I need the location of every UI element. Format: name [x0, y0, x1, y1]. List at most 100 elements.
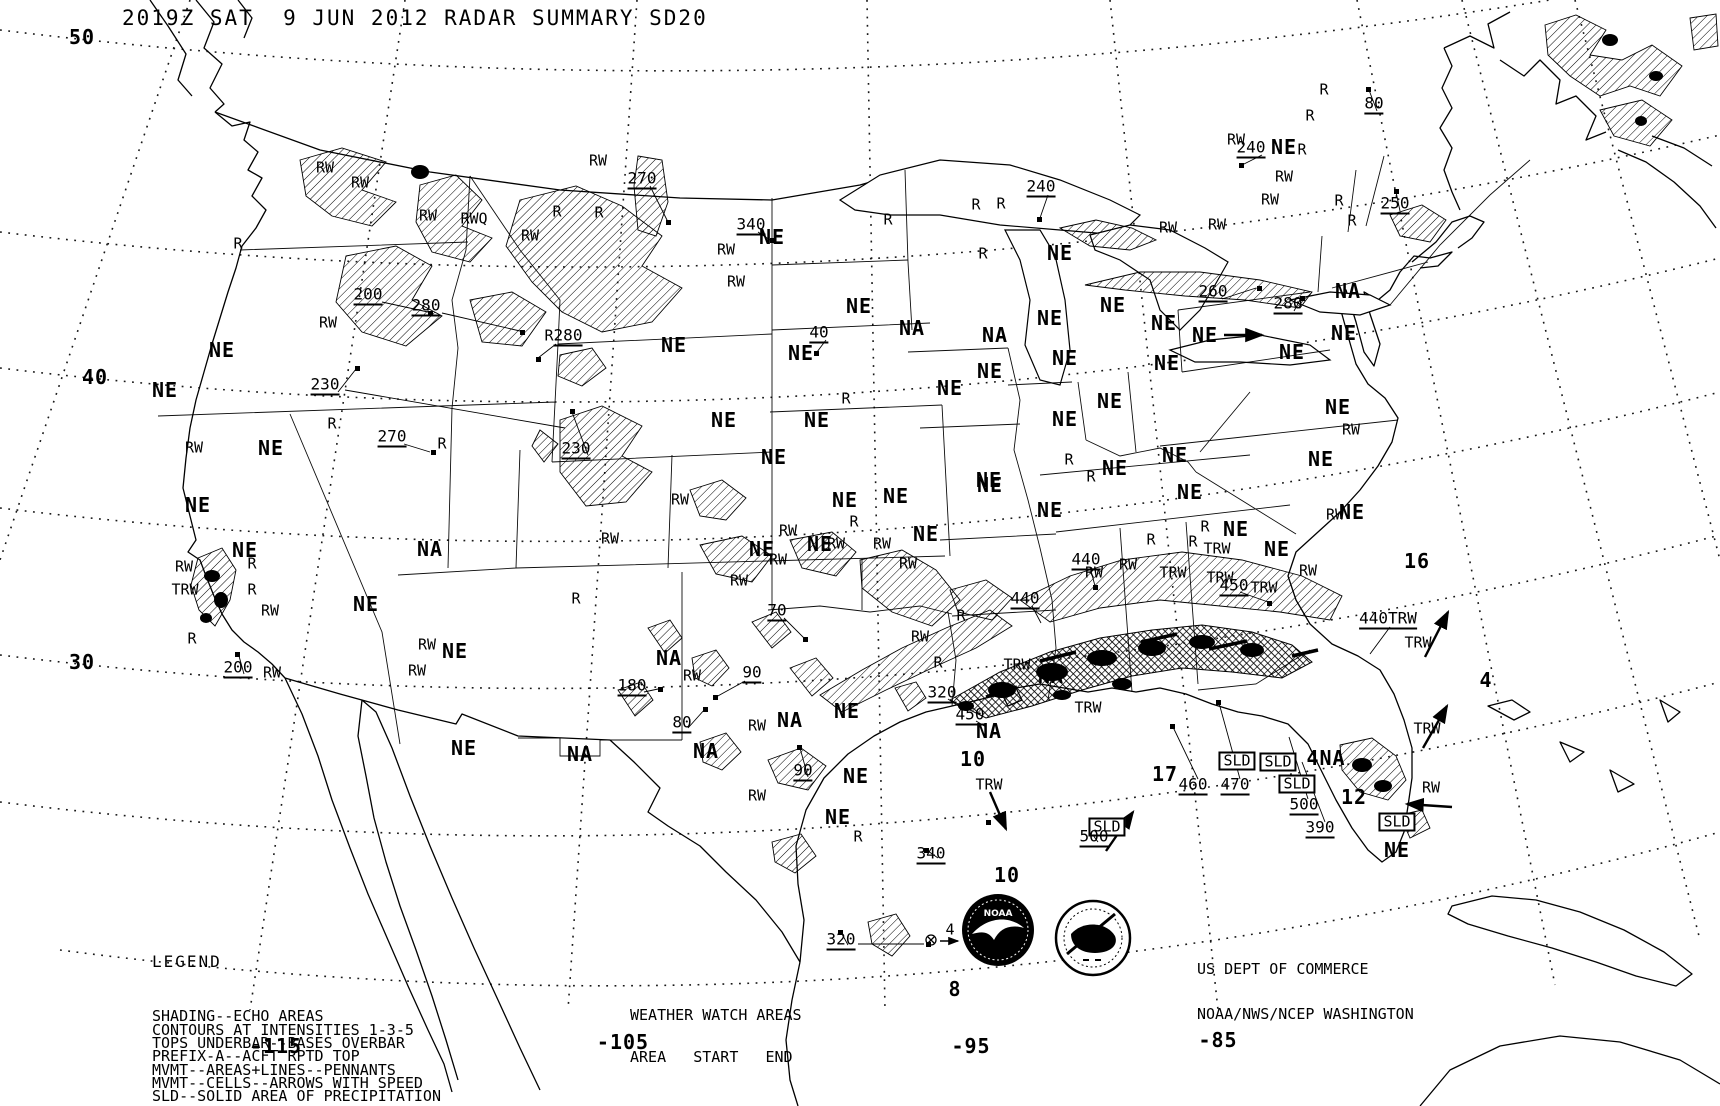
map-label: NA [1334, 279, 1362, 303]
map-label: RW [260, 601, 280, 620]
map-label: SLD [1278, 774, 1316, 794]
map-label: 450 [955, 704, 985, 726]
map-label: RW [898, 554, 918, 573]
watch-areas-block: WEATHER WATCH AREAS AREA START END NONE [630, 980, 802, 1106]
map-label: NE [803, 408, 831, 432]
map-label: RW [262, 663, 282, 682]
map-label: RW [1084, 563, 1104, 582]
map-label: R [1347, 211, 1357, 230]
map-label: 4NA [1306, 746, 1346, 770]
map-label: TRW [1413, 719, 1441, 738]
map-label: R [233, 234, 243, 253]
map-label: TRW [171, 580, 199, 599]
map-label: R [1297, 140, 1307, 159]
map-label: 30 [68, 650, 96, 674]
map-label: R [841, 389, 851, 408]
map-label: R [594, 203, 604, 222]
map-label: 10 [959, 747, 987, 771]
map-label: NE [1036, 306, 1064, 330]
map-label: 340 [916, 843, 946, 865]
map-label: NE [352, 592, 380, 616]
map-label: R [1305, 106, 1315, 125]
map-label: NE [831, 488, 859, 512]
map-label: 250 [1380, 193, 1410, 215]
map-label: RW [184, 438, 204, 457]
map-label: 80 [1364, 93, 1384, 115]
map-label: RW [670, 490, 690, 509]
map-label: 40 [809, 322, 829, 344]
map-label: R [552, 202, 562, 221]
map-label: 80 [672, 712, 692, 734]
map-label: RW [407, 661, 427, 680]
map-label: 16 [1403, 549, 1431, 573]
map-label: R [996, 194, 1006, 213]
map-label: R [544, 326, 554, 345]
echo-areas [190, 13, 1719, 957]
map-label: RW [1118, 555, 1138, 574]
map-label: NE [936, 376, 964, 400]
map-label: R [1319, 80, 1329, 99]
watch-areas-columns: AREA START END [630, 1048, 793, 1066]
legend-line: CONTOURS AT INTENSITIES 1-3-5 [152, 1020, 414, 1039]
map-label: R [571, 589, 581, 608]
map-label: NE [710, 408, 738, 432]
map-label: RW [910, 627, 930, 646]
map-label: NA [981, 323, 1009, 347]
map-label: NE [833, 699, 861, 723]
map-label: NE [660, 333, 688, 357]
map-label: 390 [1305, 817, 1335, 839]
map-label: NA [655, 646, 683, 670]
map-label: RW [778, 521, 798, 540]
great-lakes [838, 159, 1392, 386]
map-label: NA [776, 708, 804, 732]
map-label: RW [826, 534, 846, 553]
map-label: RW [417, 635, 437, 654]
map-label: NE [1096, 389, 1124, 413]
map-label: TRW [1404, 633, 1432, 652]
map-label: R [327, 414, 337, 433]
map-label: R [187, 629, 197, 648]
map-label: RW [726, 272, 746, 291]
map-label: 4 [945, 920, 955, 939]
map-label: NE [1383, 838, 1411, 862]
map-label: 50 [68, 25, 96, 49]
map-label: TRW [1159, 563, 1187, 582]
map-label: R [247, 580, 257, 599]
map-label: NE [787, 341, 815, 365]
map-label: TRW [1206, 568, 1234, 587]
map-label: SLD [1218, 751, 1256, 771]
map-label: 440TRW [1359, 608, 1417, 630]
map-label: SLD [1088, 817, 1126, 837]
map-label: 40 [81, 365, 109, 389]
map-label: R [883, 210, 893, 229]
map-label: 440 [1010, 588, 1040, 610]
map-label: 470 [1220, 774, 1250, 796]
legend-line: TOPS UNDERBAR--BASES OVERBAR [152, 1034, 405, 1053]
map-label: NE [824, 805, 852, 829]
map-label: NE [1051, 346, 1079, 370]
map-label: NE [1191, 323, 1219, 347]
map-label: NE [208, 338, 236, 362]
map-label: RW [768, 550, 788, 569]
intense-echo-band [200, 34, 1663, 792]
map-label: NE [257, 436, 285, 460]
map-label: R [1200, 517, 1210, 536]
agency-line2: NOAA/NWS/NCEP WASHINGTON [1197, 1005, 1414, 1023]
map-label: RW [1325, 505, 1345, 524]
map-label: RW [1158, 218, 1178, 237]
map-label: NE [441, 639, 469, 663]
map-label: 270 [627, 168, 657, 190]
map-label: RW [747, 786, 767, 805]
map-label: NE [1099, 293, 1127, 317]
map-label: R [1146, 530, 1156, 549]
map-label: R [1086, 467, 1096, 486]
map-label: 90 [742, 662, 762, 684]
map-label: 340 [736, 214, 766, 236]
map-label: RW [872, 534, 892, 553]
map-label: TRW [1203, 539, 1231, 558]
legend-line: MVMT--CELLS--ARROWS WITH SPEED [152, 1073, 423, 1092]
map-label: TRW [975, 775, 1003, 794]
